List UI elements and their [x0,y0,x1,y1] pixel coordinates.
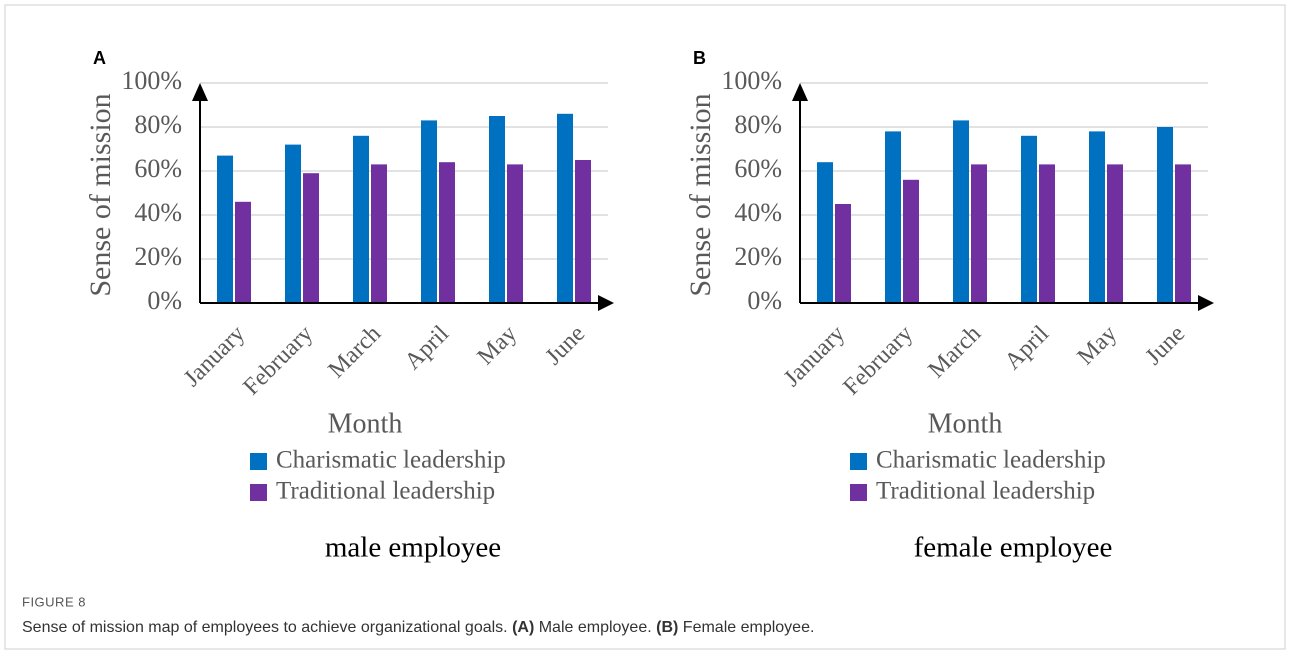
x-tick-label: April [1000,321,1054,375]
bar [835,204,851,303]
x-tick-label: April [400,321,454,375]
legend-swatch [850,453,867,470]
bar [507,164,523,303]
figure-caption: Sense of mission map of employees to ach… [22,619,814,636]
bar [217,155,233,303]
x-tick-label: March [323,321,386,384]
legend-swatch [250,453,267,470]
y-tick-label: 0% [147,286,182,315]
x-tick-label: May [1073,321,1123,371]
legend-label: Traditional leadership [876,478,1095,505]
y-tick-label: 100% [121,66,182,95]
chart-title: male employee [325,532,501,564]
y-tick-label: 20% [134,242,182,271]
bar [971,164,987,303]
y-tick-label: 20% [734,242,782,271]
bar [1107,164,1123,303]
bar [885,131,901,303]
y-tick-label: 60% [734,154,782,183]
legend-label: Charismatic leadership [276,447,506,474]
bar [903,179,919,303]
chart-panel: B0%20%40%60%80%100%Sense of missionJanua… [684,48,1214,564]
bar [235,201,251,303]
bar [1089,131,1105,303]
panel-label: A [93,48,106,68]
bar [557,113,573,303]
caption-ref: (B) [656,619,678,636]
y-tick-label: 0% [747,286,782,315]
bar [1157,127,1173,303]
x-tick-label: June [1141,321,1191,371]
bar [285,144,301,303]
x-axis-arrow [598,295,614,311]
bar [353,135,369,303]
bar [421,120,437,304]
caption-text: Sense of mission map of employees to ach… [22,619,512,636]
y-axis-label: Sense of mission [84,93,117,296]
bar [1021,135,1037,303]
y-tick-label: 60% [134,154,182,183]
y-tick-label: 40% [134,198,182,227]
chart-title: female employee [914,532,1113,564]
legend-label: Traditional leadership [276,478,495,505]
x-axis-label: Month [928,408,1003,439]
bar [953,120,969,304]
bar [575,160,591,303]
bar [303,173,319,303]
bar [439,162,455,303]
bar [1039,164,1055,303]
bar [371,164,387,303]
x-tick-label: February [838,321,918,401]
figure-frame [4,4,1286,650]
caption-text: Male employee. [534,619,656,636]
bar [489,116,505,303]
y-axis-arrow [192,83,208,101]
bar [1175,164,1191,303]
figure-label: FIGURE 8 [22,594,86,609]
caption-ref: (A) [512,619,534,636]
x-axis-label: Month [328,408,403,439]
x-tick-label: February [238,321,318,401]
legend-label: Charismatic leadership [876,447,1106,474]
y-tick-label: 40% [734,198,782,227]
y-axis-arrow [792,83,808,101]
x-tick-label: May [473,321,523,371]
y-tick-label: 80% [134,110,182,139]
panel-label: B [693,48,706,68]
legend-swatch [250,484,267,501]
bar [817,162,833,303]
y-tick-label: 100% [721,66,782,95]
legend-swatch [850,484,867,501]
y-tick-label: 80% [734,110,782,139]
x-tick-label: March [923,321,986,384]
y-axis-label: Sense of mission [684,93,717,296]
chart-panel: A0%20%40%60%80%100%Sense of missionJanua… [84,48,614,564]
x-tick-label: June [541,321,591,371]
x-axis-arrow [1198,295,1214,311]
caption-text: Female employee. [678,619,814,636]
